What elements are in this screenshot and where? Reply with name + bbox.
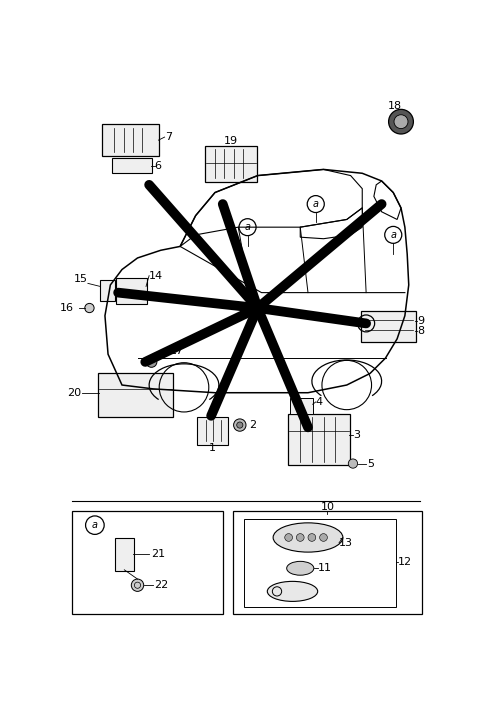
- Circle shape: [308, 534, 316, 542]
- Text: 3: 3: [353, 430, 360, 440]
- Text: a: a: [313, 199, 319, 209]
- Circle shape: [234, 419, 246, 431]
- Text: 21: 21: [151, 549, 165, 559]
- Text: a: a: [390, 230, 396, 240]
- FancyBboxPatch shape: [112, 158, 152, 173]
- Text: 6: 6: [155, 160, 162, 171]
- Circle shape: [296, 534, 304, 542]
- FancyBboxPatch shape: [99, 280, 115, 301]
- Text: 17: 17: [170, 346, 184, 356]
- Circle shape: [320, 534, 327, 542]
- FancyBboxPatch shape: [288, 414, 350, 465]
- Ellipse shape: [273, 523, 343, 552]
- FancyBboxPatch shape: [98, 373, 173, 417]
- Ellipse shape: [267, 581, 318, 602]
- FancyBboxPatch shape: [115, 538, 133, 570]
- Text: 4: 4: [316, 397, 323, 407]
- Text: 9: 9: [417, 316, 424, 326]
- Circle shape: [285, 534, 292, 542]
- Text: 14: 14: [149, 270, 163, 281]
- Text: 12: 12: [398, 557, 412, 567]
- Circle shape: [146, 357, 157, 367]
- FancyBboxPatch shape: [116, 278, 147, 304]
- Circle shape: [389, 109, 413, 134]
- Text: 22: 22: [155, 580, 169, 590]
- Text: 7: 7: [165, 132, 172, 142]
- Text: 8: 8: [417, 326, 424, 336]
- FancyBboxPatch shape: [290, 398, 313, 414]
- Text: 19: 19: [224, 136, 239, 146]
- Text: 20: 20: [68, 388, 82, 397]
- Text: 5: 5: [368, 459, 375, 469]
- FancyBboxPatch shape: [361, 311, 416, 342]
- Circle shape: [85, 304, 94, 313]
- Text: 11: 11: [318, 563, 332, 573]
- Text: 2: 2: [249, 420, 256, 430]
- Text: 16: 16: [60, 303, 74, 313]
- Text: 1: 1: [209, 443, 216, 453]
- Text: 18: 18: [388, 100, 402, 111]
- Circle shape: [254, 304, 262, 312]
- FancyBboxPatch shape: [197, 417, 228, 445]
- Ellipse shape: [287, 561, 314, 575]
- Circle shape: [237, 422, 243, 428]
- Text: a: a: [92, 520, 98, 530]
- FancyBboxPatch shape: [102, 124, 159, 156]
- Text: a: a: [244, 222, 251, 232]
- Text: 15: 15: [74, 274, 88, 284]
- FancyBboxPatch shape: [205, 145, 257, 181]
- Circle shape: [348, 459, 358, 468]
- Circle shape: [394, 115, 408, 128]
- Text: 13: 13: [339, 538, 353, 548]
- Text: a: a: [363, 318, 369, 328]
- Circle shape: [132, 579, 144, 592]
- Text: 10: 10: [320, 502, 335, 512]
